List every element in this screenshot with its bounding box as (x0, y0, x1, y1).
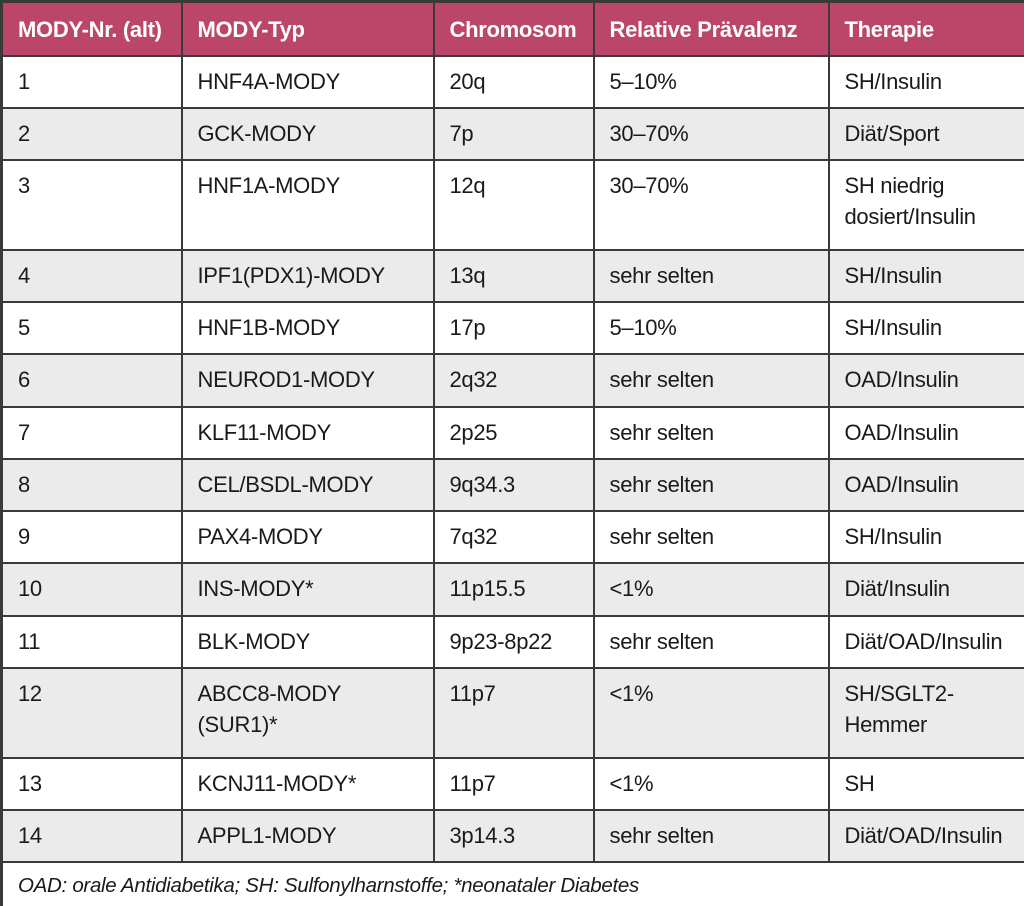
table-row: 1 HNF4A-MODY 20q 5–10% SH/Insulin (0, 54, 1024, 109)
cell-praevalenz: sehr selten (592, 510, 830, 565)
cell-praevalenz: 5–10% (592, 54, 830, 109)
cell-mody-typ: HNF1A-MODY (180, 158, 435, 251)
cell-therapie: OAD/Insulin (827, 353, 1024, 408)
cell-mody-nr: 7 (0, 405, 183, 460)
table-row: 9 PAX4-MODY 7q32 sehr selten SH/Insulin (0, 510, 1024, 565)
table-row: 4 IPF1(PDX1)-MODY 13q sehr selten SH/Insulin (0, 248, 1024, 304)
cell-therapie: Diät/Insulin (827, 562, 1024, 617)
cell-mody-nr: 14 (0, 809, 183, 864)
cell-mody-typ: KLF11-MODY (180, 405, 435, 460)
cell-praevalenz: sehr selten (592, 353, 830, 408)
cell-chromosom: 17p (432, 301, 595, 356)
cell-therapie: OAD/Insulin (827, 405, 1024, 460)
column-header-praevalenz: Relative Prävalenz (592, 0, 830, 57)
footnote: OAD: orale Antidiabetika; SH: Sulfonylha… (0, 861, 1024, 906)
cell-mody-nr: 11 (0, 614, 183, 669)
column-header-mody-nr: MODY-Nr. (alt) (0, 0, 183, 57)
cell-chromosom: 11p7 (432, 756, 595, 812)
cell-mody-nr: 4 (0, 248, 183, 304)
cell-mody-typ: APPL1-MODY (180, 809, 435, 864)
column-header-therapie: Therapie (827, 0, 1024, 57)
cell-praevalenz: sehr selten (592, 405, 830, 460)
cell-praevalenz: sehr selten (592, 614, 830, 669)
column-header-chromosom: Chromosom (432, 0, 595, 57)
cell-chromosom: 7p (432, 106, 595, 161)
cell-therapie: SH/Insulin (827, 510, 1024, 565)
cell-mody-nr: 5 (0, 301, 183, 356)
cell-chromosom: 11p7 (432, 666, 595, 759)
cell-therapie: SH/SGLT2-Hemmer (827, 666, 1024, 759)
cell-praevalenz: 30–70% (592, 158, 830, 251)
table-row: 13 KCNJ11-MODY* 11p7 <1% SH (0, 756, 1024, 812)
cell-therapie: Diät/OAD/Insulin (827, 809, 1024, 864)
cell-mody-nr: 1 (0, 54, 183, 109)
cell-therapie: SH/Insulin (827, 248, 1024, 304)
cell-therapie: Diät/Sport (827, 106, 1024, 161)
cell-mody-nr: 2 (0, 106, 183, 161)
table-row: 7 KLF11-MODY 2p25 sehr selten OAD/Insulin (0, 405, 1024, 460)
cell-praevalenz: 5–10% (592, 301, 830, 356)
cell-chromosom: 9q34.3 (432, 457, 595, 513)
cell-mody-nr: 12 (0, 666, 183, 759)
cell-praevalenz: <1% (592, 666, 830, 759)
cell-praevalenz: sehr selten (592, 248, 830, 304)
table-row: 5 HNF1B-MODY 17p 5–10% SH/Insulin (0, 301, 1024, 356)
header-row: MODY-Nr. (alt) MODY-Typ Chromosom Relati… (0, 0, 1024, 57)
cell-chromosom: 7q32 (432, 510, 595, 565)
cell-mody-typ: HNF1B-MODY (180, 301, 435, 356)
cell-mody-typ: CEL/BSDL-MODY (180, 457, 435, 513)
cell-mody-typ: KCNJ11-MODY* (180, 756, 435, 812)
cell-mody-typ: HNF4A-MODY (180, 54, 435, 109)
cell-therapie: SH niedrig dosiert/Insulin (827, 158, 1024, 251)
cell-mody-nr: 6 (0, 353, 183, 408)
cell-mody-typ: ABCC8-MODY (SUR1)* (180, 666, 435, 759)
cell-therapie: OAD/Insulin (827, 457, 1024, 513)
footnote-row: OAD: orale Antidiabetika; SH: Sulfonylha… (0, 861, 1024, 906)
table-row: 10 INS-MODY* 11p15.5 <1% Diät/Insulin (0, 562, 1024, 617)
cell-chromosom: 9p23-8p22 (432, 614, 595, 669)
cell-chromosom: 3p14.3 (432, 809, 595, 864)
table-row: 2 GCK-MODY 7p 30–70% Diät/Sport (0, 106, 1024, 161)
cell-therapie: SH/Insulin (827, 301, 1024, 356)
cell-praevalenz: sehr selten (592, 457, 830, 513)
cell-mody-typ: PAX4-MODY (180, 510, 435, 565)
cell-mody-typ: NEUROD1-MODY (180, 353, 435, 408)
cell-mody-typ: IPF1(PDX1)-MODY (180, 248, 435, 304)
cell-mody-typ: GCK-MODY (180, 106, 435, 161)
cell-therapie: Diät/OAD/Insulin (827, 614, 1024, 669)
cell-therapie: SH/Insulin (827, 54, 1024, 109)
cell-mody-typ: BLK-MODY (180, 614, 435, 669)
cell-chromosom: 20q (432, 54, 595, 109)
cell-praevalenz: <1% (592, 562, 830, 617)
cell-mody-nr: 8 (0, 457, 183, 513)
cell-mody-nr: 10 (0, 562, 183, 617)
cell-mody-nr: 9 (0, 510, 183, 565)
table-row: 11 BLK-MODY 9p23-8p22 sehr selten Diät/OAD/I… (0, 614, 1024, 669)
cell-chromosom: 2q32 (432, 353, 595, 408)
cell-chromosom: 12q (432, 158, 595, 251)
cell-chromosom: 2p25 (432, 405, 595, 460)
cell-praevalenz: sehr selten (592, 809, 830, 864)
cell-praevalenz: <1% (592, 756, 830, 812)
cell-mody-typ: INS-MODY* (180, 562, 435, 617)
cell-therapie: SH (827, 756, 1024, 812)
cell-chromosom: 11p15.5 (432, 562, 595, 617)
cell-mody-nr: 3 (0, 158, 183, 251)
table-row: 12 ABCC8-MODY (SUR1)* 11p7 <1% SH/SGLT2-Hemm… (0, 666, 1024, 759)
cell-mody-nr: 13 (0, 756, 183, 812)
column-header-mody-typ: MODY-Typ (180, 0, 435, 57)
table-row: 14 APPL1-MODY 3p14.3 sehr selten Diät/OAD/In… (0, 809, 1024, 864)
table-row: 6 NEUROD1-MODY 2q32 sehr selten OAD/Insulin (0, 353, 1024, 408)
cell-praevalenz: 30–70% (592, 106, 830, 161)
cell-chromosom: 13q (432, 248, 595, 304)
table-row: 8 CEL/BSDL-MODY 9q34.3 sehr selten OAD/Insul… (0, 457, 1024, 513)
table-row: 3 HNF1A-MODY 12q 30–70% SH niedrig dosiert/I… (0, 158, 1024, 251)
